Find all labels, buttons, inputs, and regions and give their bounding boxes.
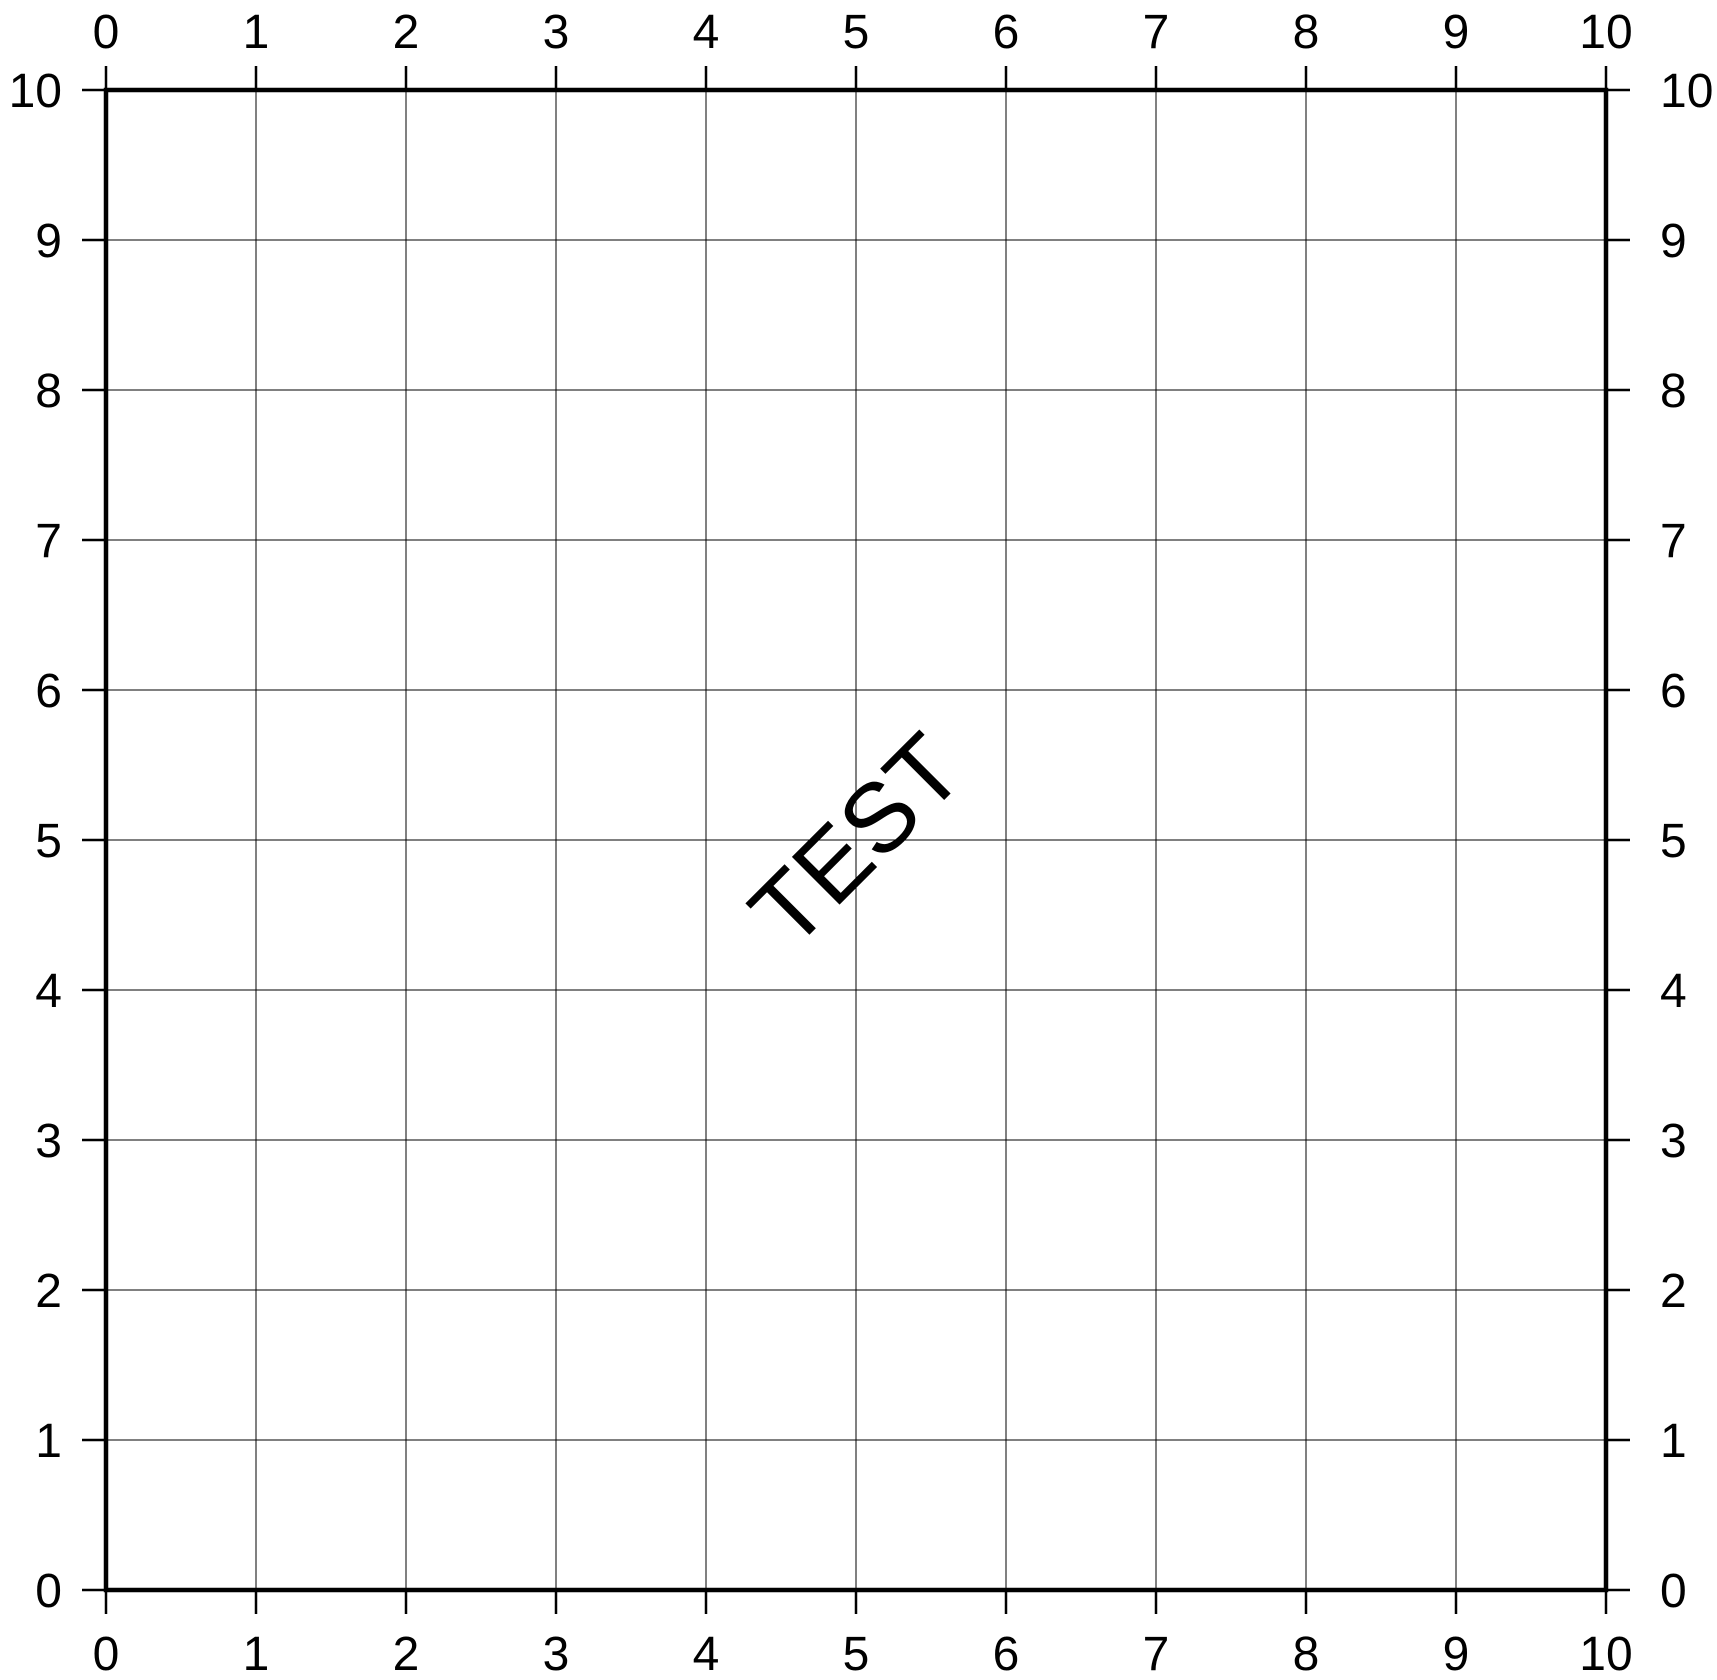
tick-label-right-7: 7 [1660,515,1687,568]
tick-label-left-4: 4 [35,965,62,1018]
tick-marks [82,66,1630,1614]
tick-label-top-0: 0 [93,6,120,59]
tick-label-left-7: 7 [35,515,62,568]
tick-label-top-5: 5 [843,6,870,59]
tick-label-bottom-2: 2 [393,1628,420,1680]
tick-label-bottom-6: 6 [993,1628,1020,1680]
tick-label-top-6: 6 [993,6,1020,59]
tick-label-right-9: 9 [1660,215,1687,268]
tick-label-bottom-10: 10 [1579,1628,1632,1680]
tick-label-bottom-0: 0 [93,1628,120,1680]
tick-label-bottom-7: 7 [1143,1628,1170,1680]
tick-label-left-6: 6 [35,665,62,718]
tick-label-bottom-4: 4 [693,1628,720,1680]
tick-label-left-8: 8 [35,365,62,418]
tick-label-right-0: 0 [1660,1565,1687,1618]
tick-label-top-7: 7 [1143,6,1170,59]
tick-label-right-6: 6 [1660,665,1687,718]
tick-label-top-1: 1 [243,6,270,59]
tick-label-right-5: 5 [1660,815,1687,868]
tick-label-right-1: 1 [1660,1415,1687,1468]
tick-label-bottom-1: 1 [243,1628,270,1680]
tick-label-top-3: 3 [543,6,570,59]
tick-label-top-8: 8 [1293,6,1320,59]
tick-label-right-3: 3 [1660,1115,1687,1168]
tick-label-top-9: 9 [1443,6,1470,59]
tick-label-left-0: 0 [35,1565,62,1618]
tick-label-top-10: 10 [1579,6,1632,59]
tick-label-left-10: 10 [9,65,62,118]
tick-label-right-8: 8 [1660,365,1687,418]
tick-label-bottom-9: 9 [1443,1628,1470,1680]
tick-label-left-2: 2 [35,1265,62,1318]
tick-label-right-10: 10 [1660,65,1713,118]
tick-label-left-1: 1 [35,1415,62,1468]
tick-label-right-4: 4 [1660,965,1687,1018]
tick-label-bottom-5: 5 [843,1628,870,1680]
tick-label-left-9: 9 [35,215,62,268]
tick-label-right-2: 2 [1660,1265,1687,1318]
tick-label-bottom-8: 8 [1293,1628,1320,1680]
tick-label-left-3: 3 [35,1115,62,1168]
tick-label-bottom-3: 3 [543,1628,570,1680]
tick-label-top-2: 2 [393,6,420,59]
tick-label-top-4: 4 [693,6,720,59]
tick-label-left-5: 5 [35,815,62,868]
